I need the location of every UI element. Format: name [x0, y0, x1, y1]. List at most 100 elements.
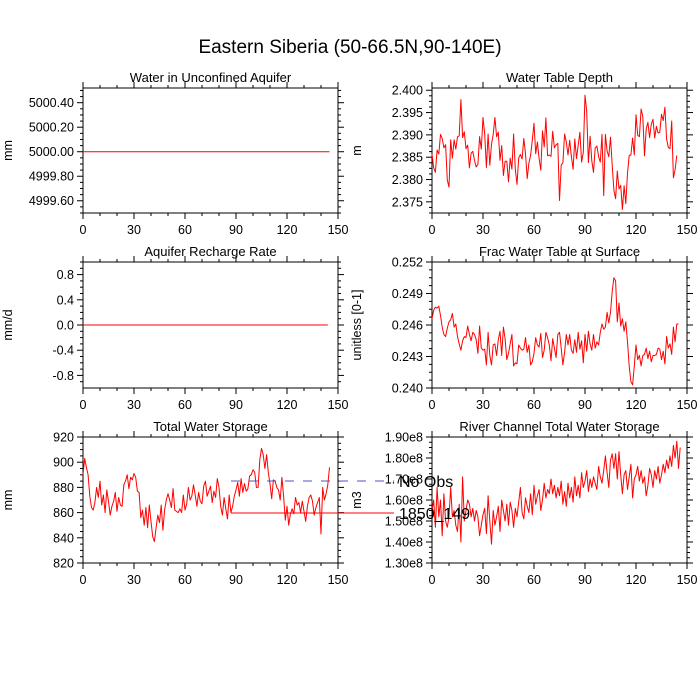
- y-tick-label: 5000.40: [29, 96, 74, 110]
- y-tick-label: -0.4: [52, 344, 74, 358]
- x-tick-label: 120: [626, 223, 647, 237]
- x-tick-label: 0: [429, 223, 436, 237]
- series-line-1850_149: [431, 277, 679, 386]
- legend-label-no-obs: No Obs: [399, 474, 453, 491]
- x-tick-label: 60: [527, 398, 541, 412]
- y-tick-label: 1.70e8: [385, 473, 423, 487]
- y-tick-label: 820: [53, 557, 74, 571]
- y-tick-label: 880: [53, 481, 74, 495]
- x-tick-label: 150: [328, 398, 349, 412]
- y-tick-label: 1.80e8: [385, 452, 423, 466]
- x-tick-label: 120: [277, 223, 298, 237]
- y-tick-label: 5000.20: [29, 121, 74, 135]
- x-tick-label: 150: [677, 223, 698, 237]
- y-tick-label: 0.243: [392, 350, 423, 364]
- x-tick-label: 120: [277, 398, 298, 412]
- y-tick-label: 0.0: [57, 319, 74, 333]
- chart-panel-3: Frac Water Table at Surface unitless [0-1…: [350, 244, 697, 412]
- x-tick-label: 150: [328, 223, 349, 237]
- x-tick-label: 30: [127, 223, 141, 237]
- chart-panel-2: Aquifer Recharge Rate mm/d 0 30 60 90 120 150 -0…: [1, 244, 348, 412]
- x-tick-label: 120: [626, 398, 647, 412]
- y-tick-label: 1.50e8: [385, 515, 423, 529]
- y-tick-label: 2.380: [392, 173, 423, 187]
- y-tick-label: 1.90e8: [385, 431, 423, 445]
- x-tick-label: 90: [229, 398, 243, 412]
- x-tick-label: 0: [429, 573, 436, 587]
- y-tick-label: 900: [53, 456, 74, 470]
- y-tick-label: 0.246: [392, 319, 423, 333]
- x-tick-label: 0: [80, 398, 87, 412]
- x-tick-label: 60: [178, 573, 192, 587]
- plot-frame: [82, 436, 339, 564]
- chart-panel-4: Total Water Storage mm 0 30 60 90 120 150 820 840…: [1, 419, 348, 587]
- y-tick-label: 2.385: [392, 151, 423, 165]
- x-tick-label: 120: [626, 573, 647, 587]
- y-tick-label: 1.30e8: [385, 557, 423, 571]
- y-axis-label: mm/d: [1, 309, 15, 340]
- x-tick-label: 0: [80, 573, 87, 587]
- x-tick-label: 30: [127, 573, 141, 587]
- series-line-1850_149: [431, 440, 681, 545]
- x-tick-label: 60: [527, 223, 541, 237]
- y-tick-label: 1.40e8: [385, 536, 423, 550]
- y-tick-label: 4999.80: [29, 170, 74, 184]
- x-tick-label: 90: [229, 573, 243, 587]
- x-tick-label: 150: [328, 573, 349, 587]
- y-axis-label: m: [350, 145, 364, 155]
- figure-title: Eastern Siberia (50-66.5N,90-140E): [198, 37, 501, 58]
- x-tick-label: 0: [80, 223, 87, 237]
- y-tick-label: 1.60e8: [385, 494, 423, 508]
- x-tick-label: 90: [578, 398, 592, 412]
- x-tick-label: 90: [229, 223, 243, 237]
- x-tick-label: 120: [277, 573, 298, 587]
- panel-title: Frac Water Table at Surface: [479, 244, 640, 259]
- panel-title: Aquifer Recharge Rate: [144, 244, 276, 259]
- panel-title: River Channel Total Water Storage: [459, 419, 659, 434]
- chart-panel-0: Water in Unconfined Aquifer mm 0 30 60 90 120 1…: [1, 70, 348, 237]
- legend: No Obs 1850_149: [231, 474, 470, 523]
- y-tick-label: 2.390: [392, 128, 423, 142]
- y-tick-label: 2.400: [392, 84, 423, 98]
- panel-title: Water Table Depth: [506, 70, 613, 85]
- plot-frame: [82, 87, 339, 214]
- x-tick-label: 60: [178, 398, 192, 412]
- y-tick-label: 5000.00: [29, 145, 74, 159]
- y-tick-label: 0.4: [57, 293, 74, 307]
- y-tick-label: 0.8: [57, 268, 74, 282]
- x-tick-label: 30: [127, 398, 141, 412]
- y-tick-label: 0.249: [392, 287, 423, 301]
- y-tick-label: 920: [53, 431, 74, 445]
- x-tick-label: 90: [578, 573, 592, 587]
- y-tick-label: 2.395: [392, 106, 423, 120]
- y-tick-label: 0.252: [392, 256, 423, 270]
- y-tick-label: 860: [53, 506, 74, 520]
- y-axis-label: m3: [350, 491, 364, 508]
- y-tick-label: 2.375: [392, 195, 423, 209]
- plot-frame: [431, 261, 688, 389]
- x-tick-label: 0: [429, 398, 436, 412]
- series-line-1850_149: [431, 94, 678, 210]
- x-tick-label: 90: [578, 223, 592, 237]
- y-tick-label: 0.240: [392, 382, 423, 396]
- x-tick-label: 30: [476, 223, 490, 237]
- chart-panel-5: River Channel Total Water Storage m3 0 30 60…: [350, 419, 697, 587]
- x-tick-label: 150: [677, 573, 698, 587]
- x-tick-label: 150: [677, 398, 698, 412]
- plot-frame: [431, 436, 688, 564]
- x-tick-label: 30: [476, 398, 490, 412]
- chart-panel-1: Water Table Depth m 0 30 60 90 120 150 2.375 2.38…: [350, 70, 697, 237]
- x-tick-label: 60: [527, 573, 541, 587]
- panel-title: Total Water Storage: [153, 419, 267, 434]
- plot-frame: [431, 87, 688, 214]
- y-tick-label: 4999.60: [29, 194, 74, 208]
- series-line-1850_149: [82, 447, 330, 543]
- panel-title: Water in Unconfined Aquifer: [130, 70, 292, 85]
- y-tick-label: 840: [53, 531, 74, 545]
- x-tick-label: 30: [476, 573, 490, 587]
- legend-entry-no-obs: No Obs: [231, 474, 453, 491]
- y-axis-label: unitless [0-1]: [350, 290, 364, 361]
- legend-entry-1850-149: 1850_149: [231, 506, 470, 523]
- x-tick-label: 60: [178, 223, 192, 237]
- panels: Water in Unconfined Aquifer mm 0 30 60 90 120 1…: [1, 70, 697, 587]
